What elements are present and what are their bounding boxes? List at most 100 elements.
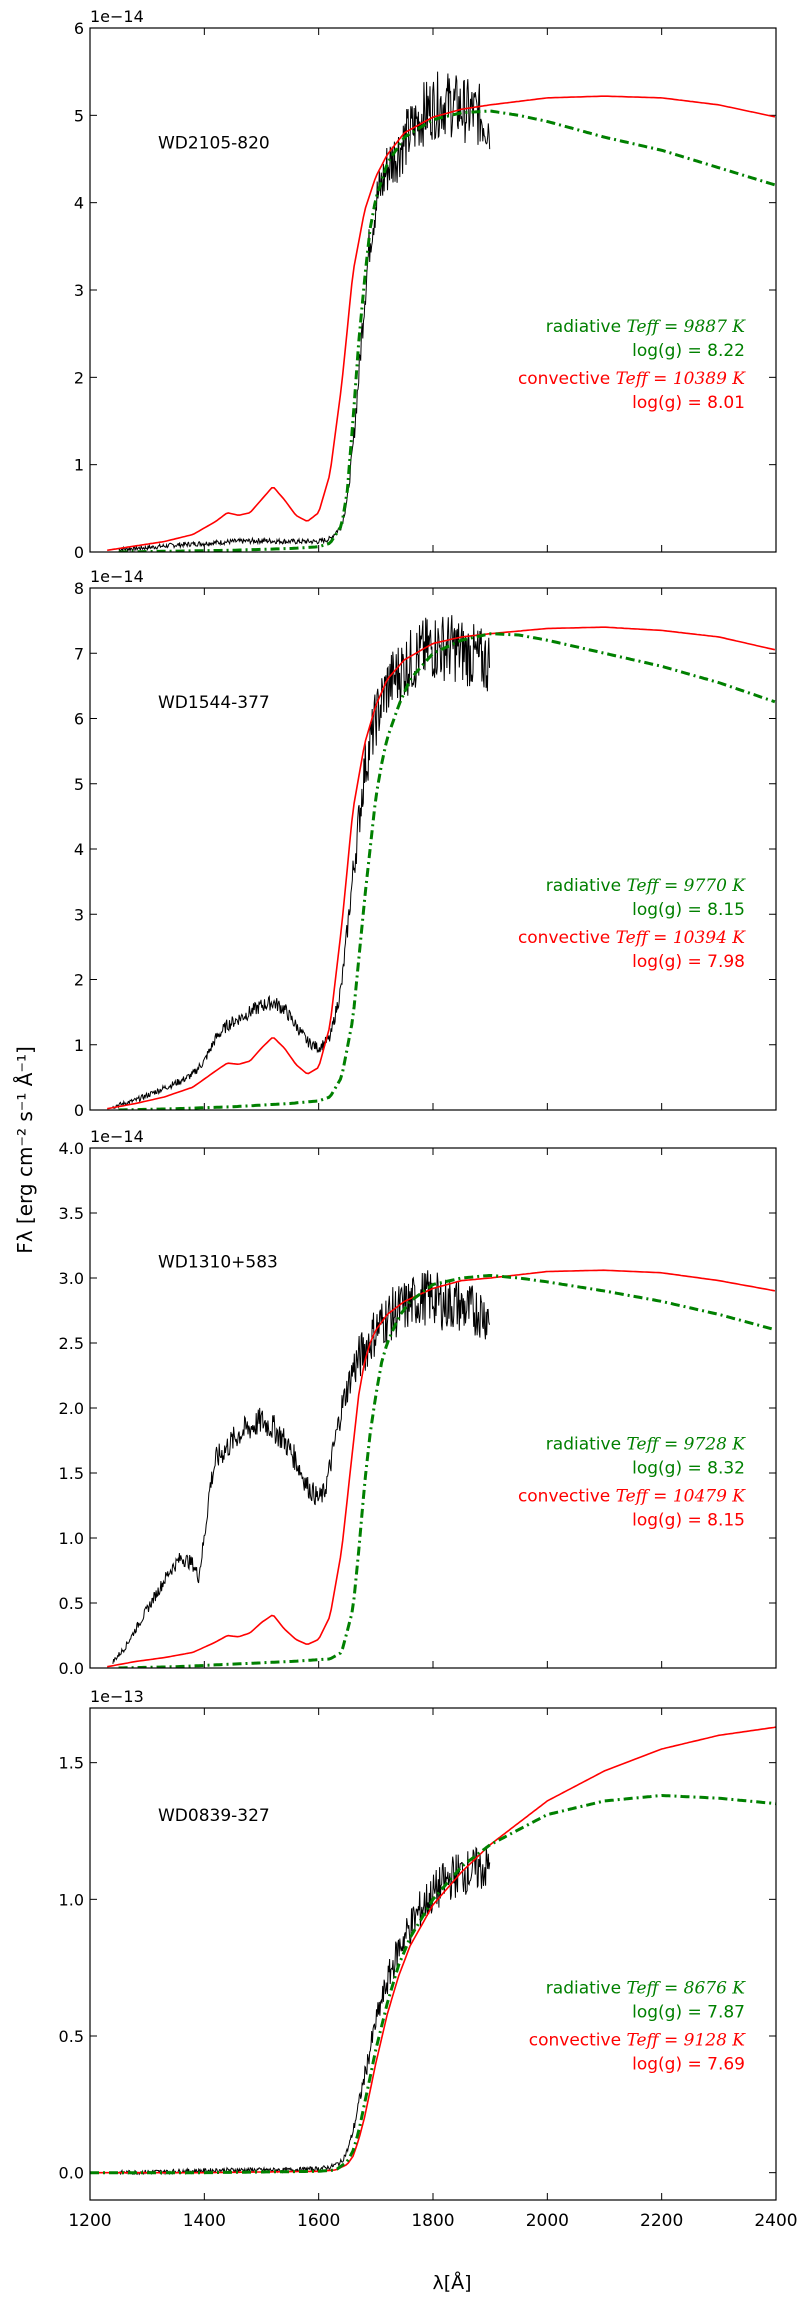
star-name: WD1310+583 <box>158 1253 278 1273</box>
series-radiative <box>118 632 776 1110</box>
y-tick-label: 3.5 <box>59 1204 84 1223</box>
x-tick-label: 1200 <box>68 2211 111 2231</box>
x-tick-label: 2000 <box>526 2211 569 2231</box>
y-tick-label: 1 <box>74 456 84 475</box>
y-tick-label: 2 <box>74 971 84 990</box>
legend-convective-label: convective <box>529 2030 627 2050</box>
offset-label: 1e−14 <box>90 1127 144 1146</box>
legend-convective-logg: log(g) = 7.69 <box>632 2054 745 2074</box>
y-tick-label: 5 <box>74 106 84 125</box>
series-observed <box>112 1270 490 1664</box>
offset-label: 1e−13 <box>90 1687 144 1706</box>
y-tick-label: 0.0 <box>59 1659 84 1678</box>
y-tick-label: 1.5 <box>59 1754 84 1773</box>
y-tick-label: 0.0 <box>59 2164 84 2183</box>
panel-3: 0.0 0.5 1.0 1.5 2.0 2.5 3.0 3.5 4.0 1e−14 WD1310+5… <box>59 1127 777 1678</box>
series-radiative <box>118 1274 776 1668</box>
y-axis-label: Fλ [erg cm⁻² s⁻¹ Å⁻¹] <box>13 1046 37 1254</box>
series-radiative <box>90 1793 776 2175</box>
y-tick-label: 7 <box>74 644 84 663</box>
y-tick-label: 2.5 <box>59 1334 84 1353</box>
y-tick-label: 8 <box>74 579 84 598</box>
series-observed <box>118 71 491 552</box>
y-tick-label: 0 <box>74 1101 84 1120</box>
y-tick-label: 1.0 <box>59 1890 84 1909</box>
y-tick-label: 6 <box>74 19 84 38</box>
y-tick-label: 1.0 <box>59 1529 84 1548</box>
legend-radiative-label: radiative <box>546 1978 627 1998</box>
y-tick-label: 0.5 <box>59 1594 84 1613</box>
x-tick-label: 2200 <box>640 2211 683 2231</box>
panels-group: 0 1 2 3 4 5 6 1e−14 WD2105-820 radiative Teff = 9… <box>59 7 798 2231</box>
legend-radiative-teff: Teff = 9728 K <box>626 1435 746 1455</box>
legend-convective-logg: log(g) = 8.01 <box>632 393 745 413</box>
y-tick-label: 2.0 <box>59 1399 84 1418</box>
x-tick-label: 1600 <box>297 2211 340 2231</box>
offset-label: 1e−14 <box>90 567 144 586</box>
legend-radiative: radiative Teff = 9728 K <box>546 1435 746 1455</box>
axes-frame <box>89 27 777 553</box>
series-convective <box>107 95 776 552</box>
star-name: WD0839-327 <box>158 1806 270 1826</box>
legend-radiative-logg: log(g) = 8.32 <box>632 1459 745 1479</box>
y-tick-label: 1.5 <box>59 1464 84 1483</box>
series-convective <box>90 1726 776 2174</box>
y-tick-label: 2 <box>74 368 84 387</box>
offset-label: 1e−14 <box>90 7 144 26</box>
legend-radiative-teff: Teff = 9770 K <box>626 876 746 896</box>
series-convective <box>107 1269 776 1668</box>
legend-convective-teff: Teff = 9128 K <box>626 2030 746 2050</box>
legend-convective: convective Teff = 9128 K <box>529 2030 747 2050</box>
series-observed <box>112 615 490 1110</box>
legend-convective: convective Teff = 10394 K <box>518 928 746 948</box>
y-tick-label: 6 <box>74 710 84 729</box>
y-tick-label: 4 <box>74 194 84 213</box>
y-tick-label: 0 <box>74 543 84 562</box>
y-tick-label: 3.0 <box>59 1269 84 1288</box>
legend-radiative: radiative Teff = 9887 K <box>546 317 746 337</box>
legend-convective: convective Teff = 10479 K <box>518 1487 746 1507</box>
legend-radiative-logg: log(g) = 8.22 <box>632 341 745 361</box>
star-name: WD1544-377 <box>158 693 270 713</box>
panel-1: 0 1 2 3 4 5 6 1e−14 WD2105-820 radiative Teff = 9… <box>74 7 777 562</box>
axes-frame <box>89 1147 777 1669</box>
star-name: WD2105-820 <box>158 134 270 154</box>
x-axis-label: λ[Å] <box>432 2271 471 2294</box>
x-tick-label: 2400 <box>754 2211 797 2231</box>
legend-convective-logg: log(g) = 7.98 <box>632 952 745 972</box>
y-tick-label: 4.0 <box>59 1139 84 1158</box>
axes-frame <box>89 587 777 1111</box>
legend-radiative-teff: Teff = 9887 K <box>626 317 746 337</box>
panel-4: 0.0 0.5 1.0 1.5 1e−13 WD0839-327 radiative Tef… <box>59 1687 777 2201</box>
legend-radiative: radiative Teff = 8676 K <box>546 1978 746 1998</box>
legend-radiative-teff: Teff = 8676 K <box>626 1978 746 1998</box>
x-tick-label: 1800 <box>411 2211 454 2231</box>
y-tick-label: 4 <box>74 840 84 859</box>
legend-convective-label: convective <box>518 1487 616 1507</box>
legend-convective-teff: Teff = 10389 K <box>616 369 747 389</box>
legend-radiative-logg: log(g) = 8.15 <box>632 900 745 920</box>
legend-convective-logg: log(g) = 8.15 <box>632 1511 745 1531</box>
axes-frame <box>89 1707 777 2201</box>
y-tick-label: 3 <box>74 281 84 300</box>
legend-convective-teff: Teff = 10479 K <box>616 1487 747 1507</box>
y-tick-label: 1 <box>74 1036 84 1055</box>
y-tick-label: 5 <box>74 775 84 794</box>
series-observed <box>118 1846 491 2176</box>
legend-radiative: radiative Teff = 9770 K <box>546 876 746 896</box>
series-convective <box>107 626 776 1110</box>
legend-radiative-label: radiative <box>546 876 627 896</box>
legend-radiative-label: radiative <box>546 317 627 337</box>
panel-2: 0 1 2 3 4 5 6 7 8 1e−14 WD1544-377 radiative Teff =… <box>74 567 777 1120</box>
y-tick-label: 3 <box>74 905 84 924</box>
x-tick-label: 1400 <box>183 2211 226 2231</box>
legend-convective-teff: Teff = 10394 K <box>616 928 747 948</box>
legend-radiative-logg: log(g) = 7.87 <box>632 2002 745 2022</box>
legend-convective-label: convective <box>518 928 616 948</box>
y-tick-label: 0.5 <box>59 2027 84 2046</box>
legend-convective: convective Teff = 10389 K <box>518 369 746 389</box>
series-radiative <box>118 109 776 552</box>
legend-convective-label: convective <box>518 369 616 389</box>
legend-radiative-label: radiative <box>546 1435 627 1455</box>
